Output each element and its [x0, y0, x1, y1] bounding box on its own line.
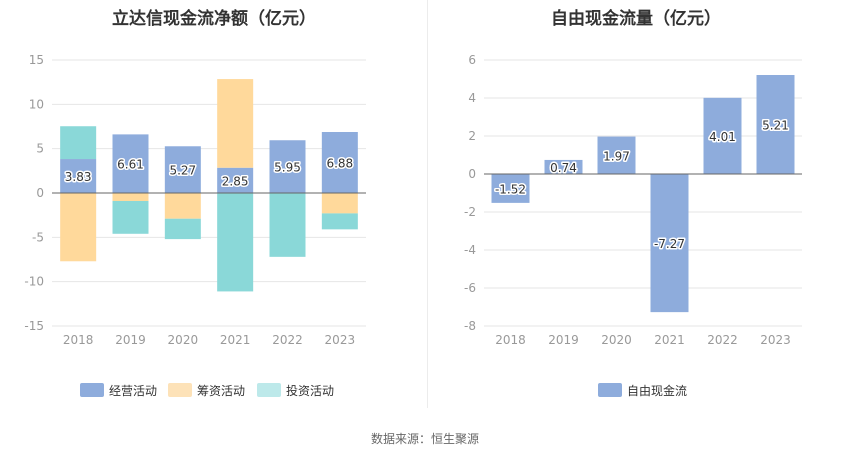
left-bar-筹资活动 [60, 193, 97, 262]
left-legend-label: 经营活动 [109, 384, 157, 398]
left-bar-投资活动 [60, 126, 97, 160]
left-data-label: 5.27 [169, 164, 196, 178]
left-bar-经营活动 [321, 131, 358, 193]
left-legend-swatch-投资活动 [257, 383, 281, 397]
right-x-tick-label: 2018 [495, 333, 526, 347]
left-x-tick-label: 2019 [115, 333, 146, 347]
right-data-label: 5.21 [762, 119, 789, 133]
right-bar [756, 75, 795, 174]
left-bar-筹资活动 [217, 79, 254, 168]
right-bar [597, 136, 636, 174]
right-data-label: -7.27 [654, 237, 685, 251]
right-y-tick-label: -4 [464, 243, 476, 257]
left-bar-筹资活动 [321, 193, 358, 214]
right-x-tick-label: 2019 [548, 333, 579, 347]
left-bar-经营活动 [269, 140, 306, 193]
left-bar-投资活动 [217, 193, 254, 292]
right-y-tick-label: -2 [464, 205, 476, 219]
left-x-tick-label: 2018 [63, 333, 94, 347]
right-legend-swatch-自由现金流 [598, 383, 622, 397]
right-x-tick-label: 2023 [760, 333, 791, 347]
left-y-tick-label: -15 [24, 319, 44, 333]
right-bar [650, 174, 689, 313]
left-chart-title: 立达信现金流净额（亿元） [112, 9, 316, 29]
left-legend-swatch-经营活动 [80, 383, 104, 397]
right-x-tick-label: 2021 [654, 333, 685, 347]
left-y-tick-label: 10 [29, 97, 44, 111]
left-data-label: 6.61 [117, 158, 144, 172]
left-bar-投资活动 [269, 193, 306, 257]
right-data-label: -1.52 [495, 182, 526, 196]
right-y-tick-label: 4 [468, 91, 476, 105]
left-y-tick-label: 15 [29, 53, 44, 67]
left-x-tick-label: 2021 [220, 333, 251, 347]
right-y-tick-label: -6 [464, 281, 476, 295]
left-x-tick-label: 2023 [325, 333, 356, 347]
right-y-tick-label: 6 [468, 53, 476, 67]
right-y-tick-label: 0 [468, 167, 476, 181]
left-x-tick-label: 2020 [168, 333, 199, 347]
right-y-tick-label: -8 [464, 319, 476, 333]
left-data-label: 2.85 [222, 174, 249, 188]
left-bar-投资活动 [164, 218, 201, 240]
left-legend-swatch-筹资活动 [168, 383, 192, 397]
panel-divider [427, 0, 428, 408]
left-bar-经营活动 [60, 159, 97, 193]
right-data-label: 1.97 [603, 149, 630, 163]
left-bar-经营活动 [112, 134, 149, 193]
right-x-tick-label: 2020 [601, 333, 632, 347]
left-data-label: 3.83 [65, 170, 92, 184]
right-data-label: 0.74 [550, 161, 577, 175]
right-bar [491, 174, 530, 203]
left-legend-label: 筹资活动 [197, 384, 245, 398]
left-y-tick-label: -10 [24, 275, 44, 289]
left-bar-筹资活动 [164, 193, 201, 219]
left-bar-经营活动 [164, 146, 201, 193]
right-data-label: 4.01 [709, 130, 736, 144]
left-y-tick-label: 0 [36, 186, 44, 200]
left-legend-label: 投资活动 [286, 383, 334, 398]
right-legend-label: 自由现金流 [627, 383, 687, 398]
right-chart-title: 自由现金流量（亿元） [551, 9, 721, 29]
left-bar-投资活动 [112, 200, 149, 234]
right-x-tick-label: 2022 [707, 333, 738, 347]
right-y-tick-label: 2 [468, 129, 476, 143]
left-y-tick-label: 5 [36, 142, 44, 156]
left-data-label: 6.88 [326, 156, 353, 170]
right-bar [703, 97, 742, 174]
left-x-tick-label: 2022 [272, 333, 303, 347]
left-bar-筹资活动 [112, 193, 149, 201]
source-note: 数据来源：恒生聚源 [370, 432, 479, 446]
left-data-label: 5.95 [274, 161, 301, 175]
right-bar [544, 159, 583, 174]
left-bar-投资活动 [321, 213, 358, 230]
left-y-tick-label: -5 [32, 230, 44, 244]
left-bar-经营活动 [217, 167, 254, 193]
